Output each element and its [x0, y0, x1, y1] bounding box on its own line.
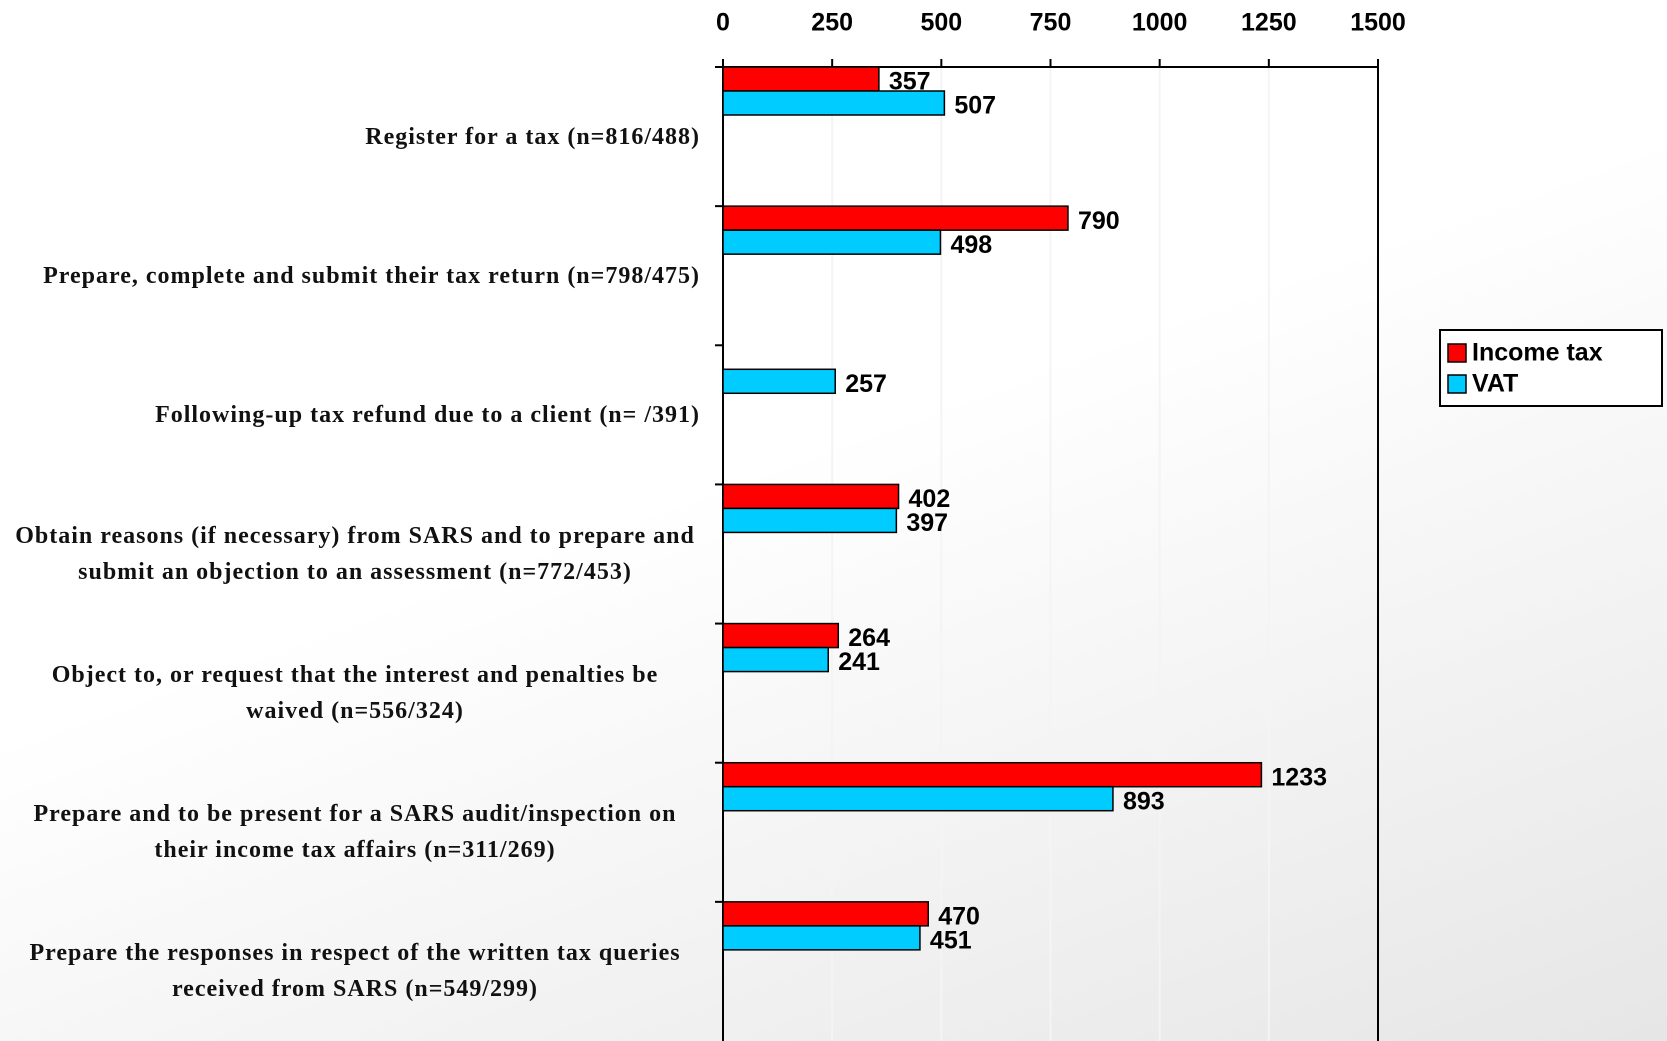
value-label: 451 — [930, 926, 972, 954]
bar — [722, 90, 946, 116]
x-tick-label: 250 — [811, 9, 853, 37]
y-tick-label: Prepare the responses in respect of the … — [29, 940, 681, 1003]
y-tick-label: Object to, or request that the interest … — [51, 662, 659, 725]
bar — [722, 66, 880, 92]
bar — [722, 483, 900, 510]
bar — [722, 507, 898, 534]
bar — [722, 229, 942, 255]
legend-label: VAT — [1472, 370, 1518, 398]
y-tick-label: Following-up tax refund due to a client … — [155, 401, 700, 428]
bar — [722, 646, 829, 673]
bar — [722, 761, 1263, 788]
value-label: 1233 — [1271, 763, 1327, 791]
value-label: 402 — [909, 485, 951, 513]
value-label: 241 — [838, 648, 880, 676]
y-tick-label: Register for a tax (n=816/488) — [365, 123, 700, 150]
y-tick-label: Prepare and to be present for a SARS aud… — [33, 801, 677, 864]
value-label: 507 — [954, 92, 996, 120]
bar — [722, 205, 1069, 231]
bar — [722, 901, 929, 927]
x-tick-label: 1000 — [1132, 9, 1188, 37]
bar — [722, 785, 1114, 812]
x-tick-label: 1500 — [1350, 9, 1406, 37]
legend-swatch — [1447, 343, 1467, 363]
legend-swatch — [1447, 374, 1467, 394]
x-tick-label: 500 — [920, 9, 962, 37]
value-label: 397 — [906, 509, 948, 537]
x-tick-label: 1250 — [1241, 9, 1297, 37]
y-tick-label: Prepare, complete and submit their tax r… — [43, 262, 700, 289]
value-label: 498 — [950, 231, 992, 259]
legend-box — [1439, 329, 1663, 407]
legend-label: Income tax — [1472, 339, 1603, 367]
y-tick-label: Obtain reasons (if necessary) from SARS … — [15, 523, 695, 585]
value-label: 264 — [848, 624, 890, 652]
bar — [722, 622, 840, 649]
x-tick-label: 0 — [716, 9, 730, 37]
bar — [722, 925, 921, 951]
x-tick-label: 750 — [1030, 9, 1072, 37]
value-label: 470 — [938, 902, 980, 930]
bar — [722, 368, 836, 395]
value-label: 790 — [1078, 207, 1120, 235]
value-label: 257 — [845, 370, 887, 398]
value-label: 893 — [1123, 787, 1165, 815]
